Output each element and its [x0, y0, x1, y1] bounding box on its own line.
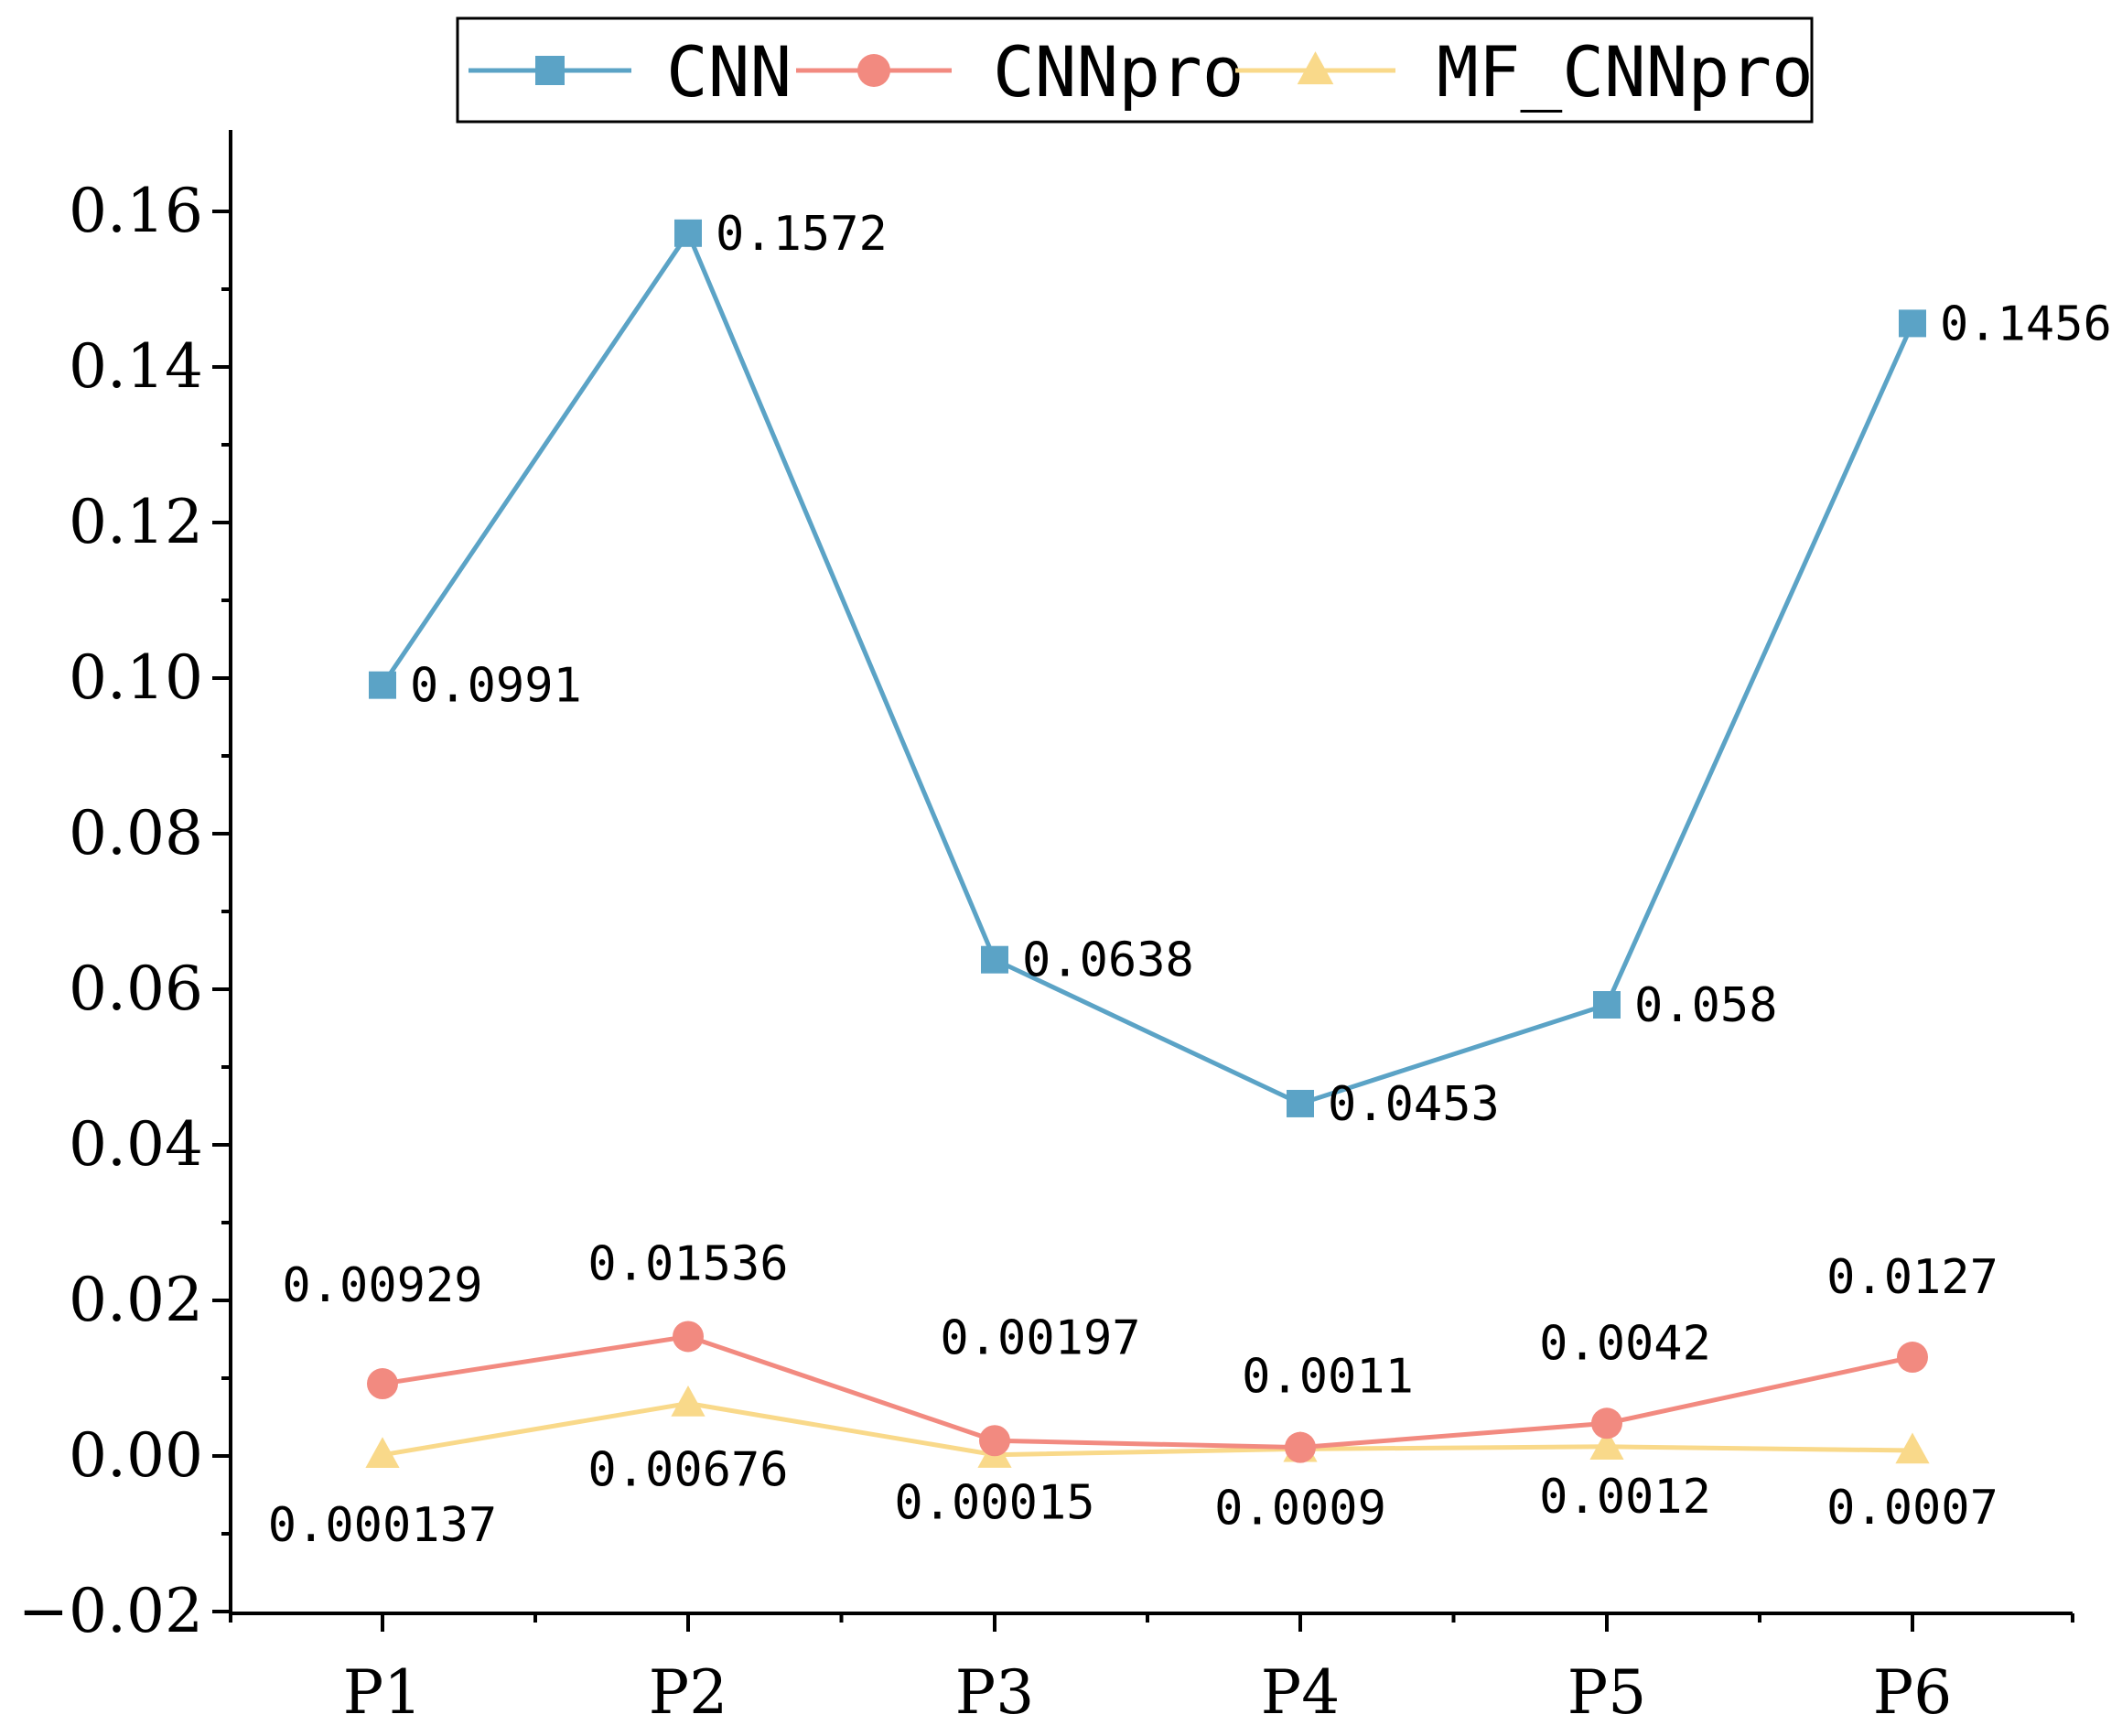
data-point-mf_cnnpro [1589, 1429, 1624, 1460]
data-point-cnnpro [1591, 1407, 1622, 1439]
data-point-cnn [674, 219, 702, 247]
y-tick-label: 0.12 [69, 487, 203, 557]
data-label-mf_cnnpro: 0.0007 [1826, 1481, 1998, 1536]
series-line-mf_cnnpro [382, 1401, 1913, 1458]
data-point-cnn [369, 671, 396, 699]
data-label-mf_cnnpro: 0.000137 [268, 1498, 497, 1553]
data-label-mf_cnnpro: 0.0012 [1539, 1470, 1711, 1525]
data-label-cnn: 0.1572 [716, 207, 888, 262]
data-point-cnnpro [1285, 1431, 1316, 1463]
data-label-cnnpro: 0.0127 [1826, 1250, 1998, 1305]
data-label-cnn: 0.1456 [1940, 297, 2112, 351]
legend-marker-cnn [535, 56, 565, 85]
axes: −0.02 0.00 0.02 0.04 0.06 0.08 0.10 0.12 0.14 0.1… [18, 130, 2074, 1728]
legend-box [456, 16, 1814, 124]
y-tick-label: 0.16 [69, 176, 203, 246]
series-layer [365, 219, 1930, 1469]
legend-marker-cnnpro [857, 54, 890, 87]
data-label-cnnpro: 0.00197 [940, 1310, 1140, 1365]
x-tick-label: P6 [1873, 1657, 1952, 1728]
y-tick-label: −0.02 [18, 1576, 203, 1646]
data-label-mf_cnnpro: 0.00015 [894, 1476, 1094, 1531]
data-label-cnn: 0.0638 [1022, 933, 1194, 988]
y-tick-label: 0.00 [69, 1420, 203, 1491]
y-tick-label: 0.02 [69, 1265, 203, 1335]
data-point-cnnpro [673, 1321, 704, 1353]
data-point-cnnpro [1897, 1342, 1928, 1374]
data-point-mf_cnnpro [1895, 1432, 1930, 1464]
y-tick-label: 0.14 [69, 331, 203, 402]
data-labels: 0.000137 0.00676 0.00015 0.0009 0.0012 0.0007… [268, 207, 2112, 1553]
x-tick-label: P2 [649, 1657, 727, 1728]
data-label-cnn: 0.0453 [1328, 1077, 1500, 1132]
series-line-cnn [380, 228, 1915, 1106]
x-tick-label: P3 [955, 1657, 1034, 1728]
x-tick-label: P1 [343, 1657, 422, 1728]
y-tick-label: 0.04 [69, 1109, 203, 1180]
data-label-cnnpro: 0.0011 [1242, 1350, 1414, 1405]
data-point-mf_cnnpro [671, 1386, 706, 1417]
data-point-cnn [981, 945, 1008, 974]
data-point-mf_cnnpro [365, 1437, 400, 1469]
data-label-cnn: 0.0991 [410, 659, 582, 714]
x-tick-label: P5 [1567, 1657, 1646, 1728]
y-tick-label: 0.08 [69, 798, 203, 868]
legend-label-cnnpro: CNNpro [993, 31, 1244, 113]
legend-marker-mf_cnnpro [1297, 51, 1334, 85]
data-label-cnnpro: 0.01536 [587, 1236, 788, 1291]
y-tick-label: 0.06 [69, 954, 203, 1024]
data-point-cnnpro [979, 1425, 1010, 1457]
data-point-cnnpro [367, 1368, 398, 1400]
legend: CNN CNNpro MF_CNNpro [456, 16, 1814, 124]
data-point-cnn [1593, 991, 1621, 1019]
x-tick-label: P4 [1261, 1657, 1340, 1728]
data-label-cnnpro: 0.0042 [1539, 1316, 1711, 1371]
series-line-cnnpro [382, 1333, 1913, 1450]
data-point-cnn [1287, 1089, 1314, 1117]
legend-label-cnn: CNN [666, 31, 792, 113]
y-tick-label: 0.10 [69, 642, 203, 713]
legend-label-mf_cnnpro: MF_CNNpro [1437, 31, 1814, 113]
data-label-cnn: 0.058 [1634, 978, 1778, 1033]
data-label-mf_cnnpro: 0.0009 [1214, 1481, 1386, 1536]
data-point-cnn [1899, 309, 1926, 338]
data-label-cnnpro: 0.00929 [282, 1258, 482, 1313]
data-label-mf_cnnpro: 0.00676 [587, 1443, 788, 1498]
